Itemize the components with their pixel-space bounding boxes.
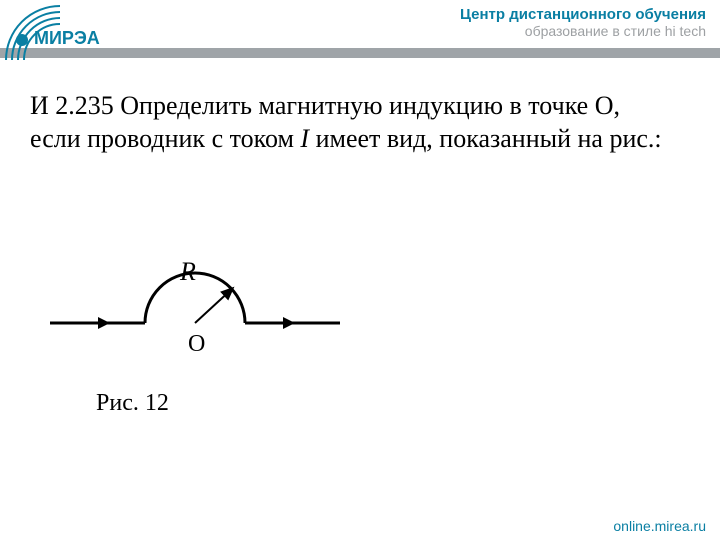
svg-text:O: O: [188, 331, 205, 357]
figure-caption: Рис. 12: [96, 390, 169, 417]
header-subtitle: образование в стиле hi tech: [460, 23, 706, 39]
wire-diagram: RO: [50, 225, 360, 405]
mirea-logo: МИРЭА: [0, 0, 130, 70]
header-title: Центр дистанционного обучения: [460, 6, 706, 23]
current-symbol: I: [300, 124, 309, 153]
header-text-block: Центр дистанционного обучения образовани…: [460, 6, 706, 39]
footer-url: online.mirea.ru: [613, 518, 706, 534]
slide-header: МИРЭА Центр дистанционного обучения обра…: [0, 0, 720, 62]
problem-suffix: имеет вид, показанный на рис.:: [316, 124, 662, 153]
problem-text: И 2.235 Определить магнитную индукцию в …: [30, 90, 670, 155]
svg-text:R: R: [179, 257, 196, 286]
logo-text: МИРЭА: [34, 28, 100, 48]
